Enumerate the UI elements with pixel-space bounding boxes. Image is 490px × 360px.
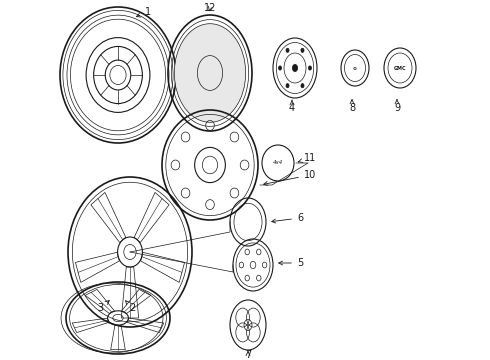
Text: GMC: GMC [394,66,406,71]
Ellipse shape [278,66,282,70]
Ellipse shape [286,84,289,88]
Text: 2: 2 [125,301,135,313]
Ellipse shape [308,66,312,70]
Ellipse shape [174,24,245,122]
Text: 8: 8 [349,100,355,113]
Text: 10: 10 [264,170,316,185]
Text: 7: 7 [245,350,251,360]
Text: 12: 12 [204,3,216,13]
Ellipse shape [293,64,297,72]
Ellipse shape [301,84,304,88]
Text: 11: 11 [298,153,316,163]
Ellipse shape [286,48,289,53]
Ellipse shape [301,48,304,53]
Text: 4: 4 [289,100,295,113]
Text: 9: 9 [394,100,400,113]
Text: ⊙: ⊙ [353,66,357,71]
Text: 3: 3 [97,301,109,313]
Text: 5: 5 [279,258,303,268]
Text: 1: 1 [136,7,151,17]
Text: 6: 6 [271,213,303,223]
Text: 4x4: 4x4 [273,161,283,166]
